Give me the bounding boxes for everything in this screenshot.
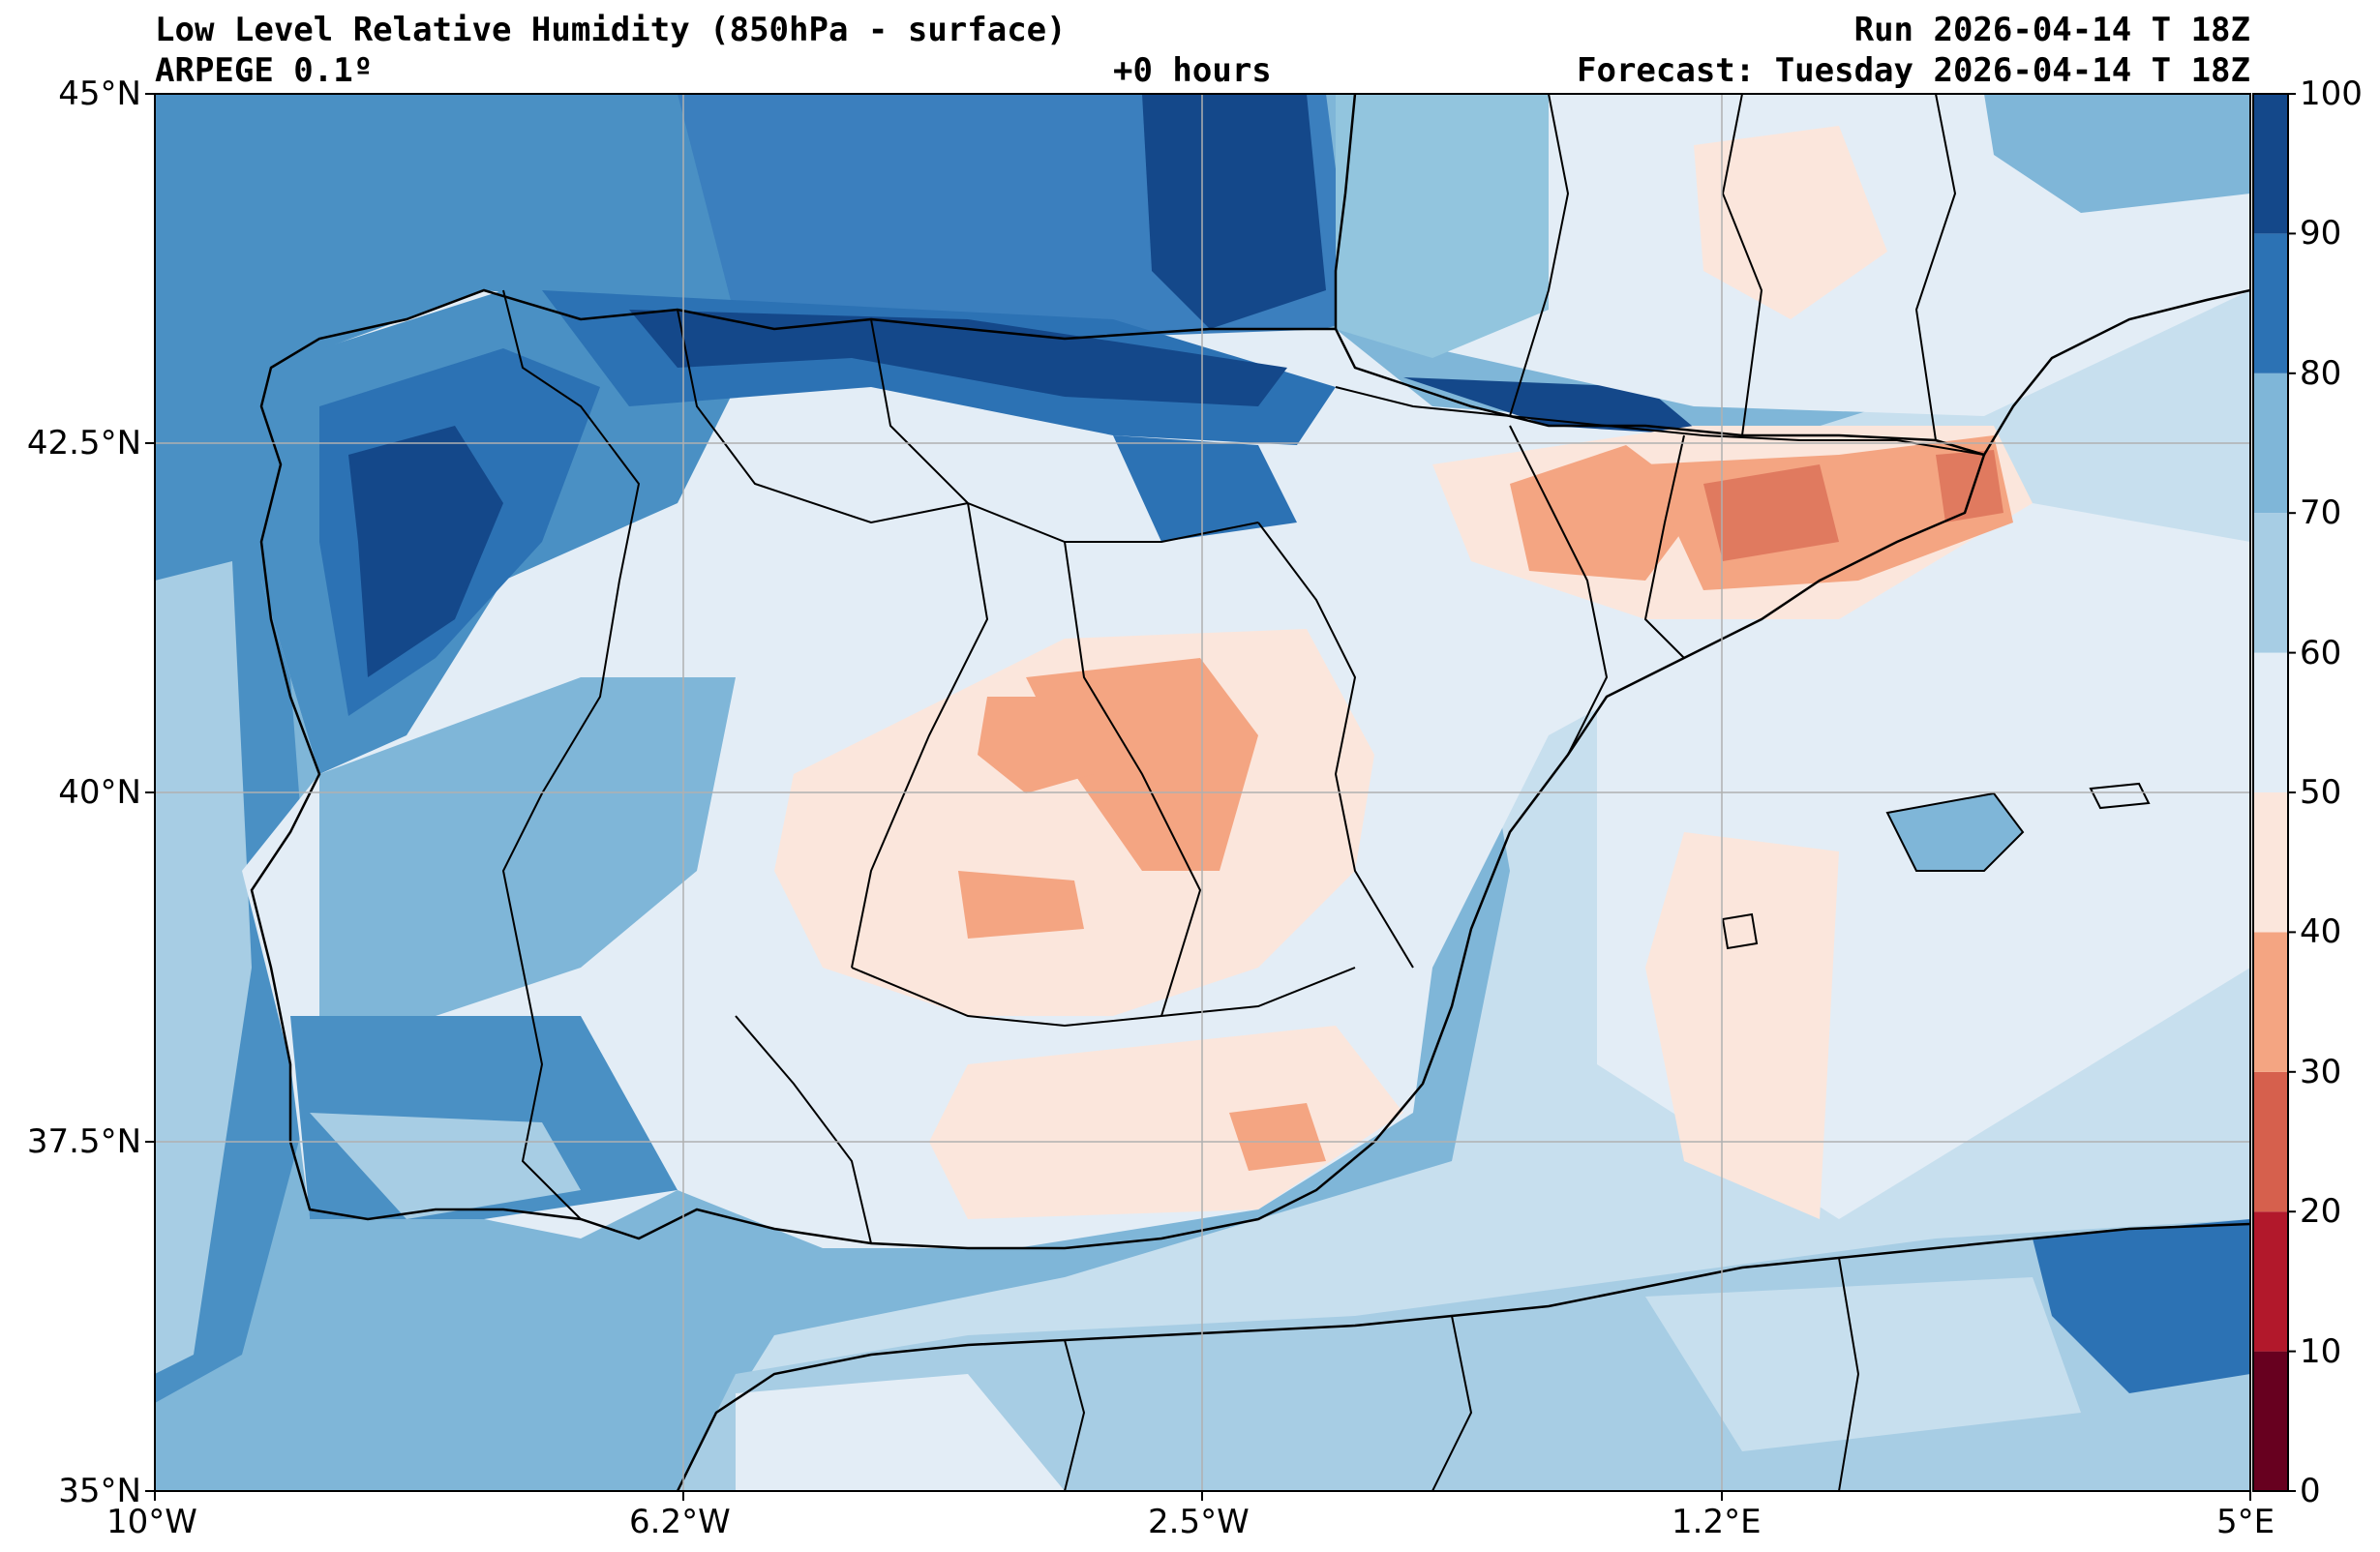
- south-dry: [929, 1026, 1403, 1219]
- catalonia-drier: [1703, 464, 1839, 561]
- gridlines: [155, 94, 2250, 1491]
- lat-label-40: 40°N: [58, 773, 141, 812]
- biscay-darkest: [1142, 94, 1326, 329]
- algeria-mix: [1645, 1277, 2081, 1451]
- granada-dry: [1229, 1103, 1326, 1171]
- france-border-1: [1509, 94, 1570, 417]
- africa-border-2: [1431, 1315, 1473, 1491]
- region-border-1: [677, 309, 969, 524]
- colorbar-bin-0: [2253, 1351, 2288, 1491]
- colorbar: [2252, 93, 2296, 1492]
- france-coastline: [1334, 94, 1357, 329]
- algarve-light: [310, 1113, 581, 1219]
- la-mancha-dry: [958, 871, 1084, 939]
- colorbar-label-70: 70: [2300, 493, 2342, 533]
- france-border-2: [1721, 94, 1763, 436]
- gulf-of-lion-coastline: [1982, 288, 2250, 456]
- colorbar-bin-20: [2253, 1071, 2288, 1212]
- balearic-warm: [1645, 832, 1839, 1219]
- atlantic-light: [155, 561, 252, 1374]
- iberia-coastline: [250, 288, 1986, 1250]
- lon-label-6-2w: 6.2°W: [629, 1503, 731, 1541]
- colorbar-bin-50: [2253, 652, 2288, 792]
- model-name: ARPEGE 0.1º: [155, 51, 374, 90]
- algeria-wet: [2033, 1219, 2250, 1393]
- forecast-time: Forecast: Tuesday 2026-04-14 T 18Z: [1577, 51, 2250, 90]
- lat-label-42-5: 42.5°N: [26, 424, 141, 463]
- colorbar-label-40: 40: [2300, 912, 2342, 952]
- colorbar-label-20: 20: [2300, 1192, 2342, 1232]
- colorbar-bin-40: [2253, 792, 2288, 933]
- lat-label-35: 35°N: [58, 1472, 141, 1510]
- france-warm: [1694, 126, 1887, 319]
- lead-time: +0 hours: [1113, 51, 1272, 90]
- colorbar-label-30: 30: [2300, 1052, 2342, 1091]
- admin-borders: [501, 94, 1985, 1491]
- africa-border-1: [1064, 1339, 1086, 1491]
- ibiza: [1721, 912, 1759, 950]
- madrid-dry: [978, 697, 1094, 793]
- pyrenees-dark: [1113, 435, 1297, 542]
- colorbar-bin-60: [2253, 513, 2288, 653]
- africa-coastline: [676, 1222, 2250, 1491]
- girona-drier: [1936, 450, 2003, 522]
- france-blue: [1336, 94, 1549, 358]
- menorca: [2089, 782, 2151, 810]
- lon-label-5e: 5°E: [2216, 1503, 2275, 1541]
- cantabria-wettest: [629, 310, 1287, 406]
- lon-label-1-2e: 1.2°E: [1672, 1503, 1762, 1541]
- galicia-wettest: [348, 426, 503, 677]
- region-border-3: [851, 502, 989, 969]
- mallorca: [1885, 791, 2025, 872]
- colorbar-bin-80: [2253, 233, 2288, 373]
- lon-label-2-5w: 2.5°W: [1148, 1503, 1250, 1541]
- colorbar-label-100: 100: [2300, 75, 2363, 113]
- region-border-8: [1643, 434, 1685, 659]
- lat-label-45: 45°N: [58, 75, 141, 113]
- region-border-7: [1064, 541, 1202, 1017]
- colorbar-label-60: 60: [2300, 633, 2342, 672]
- colorbar-label-50: 50: [2300, 773, 2342, 812]
- colorbar-bin-10: [2253, 1211, 2288, 1352]
- map-title: Low Level Relative Humidity (850hPa - su…: [155, 11, 1067, 49]
- colorbar-label-10: 10: [2300, 1331, 2342, 1371]
- colorbar-bin-70: [2253, 373, 2288, 514]
- colorbar-label-0: 0: [2300, 1472, 2321, 1510]
- alps-blue: [1984, 94, 2250, 213]
- region-border-6: [1509, 425, 1609, 756]
- central-dry-strong: [1026, 658, 1258, 871]
- axis-ticks: [145, 93, 2251, 1501]
- region-border-2: [870, 318, 1259, 543]
- france-border-3: [1914, 94, 1957, 441]
- colorbar-label-80: 80: [2300, 353, 2342, 393]
- region-border-9: [735, 1015, 872, 1244]
- region-border-5: [851, 967, 1356, 1028]
- africa-border-3: [1838, 1257, 1860, 1491]
- run-time: Run 2026-04-14 T 18Z: [1853, 11, 2250, 49]
- region-border-4: [1257, 522, 1414, 969]
- west-medium: [319, 677, 736, 1016]
- morocco-mix: [736, 1374, 1065, 1491]
- colorbar-bin-30: [2253, 932, 2288, 1072]
- lon-label-10w: 10°W: [106, 1503, 197, 1541]
- colorbar-label-90: 90: [2300, 214, 2342, 254]
- colorbar-bin-90: [2253, 94, 2288, 234]
- lat-label-37-5: 37.5°N: [26, 1122, 141, 1161]
- portugal-border: [501, 289, 641, 1220]
- coastlines: [250, 94, 2250, 1491]
- pyrenees-border: [1335, 386, 1985, 456]
